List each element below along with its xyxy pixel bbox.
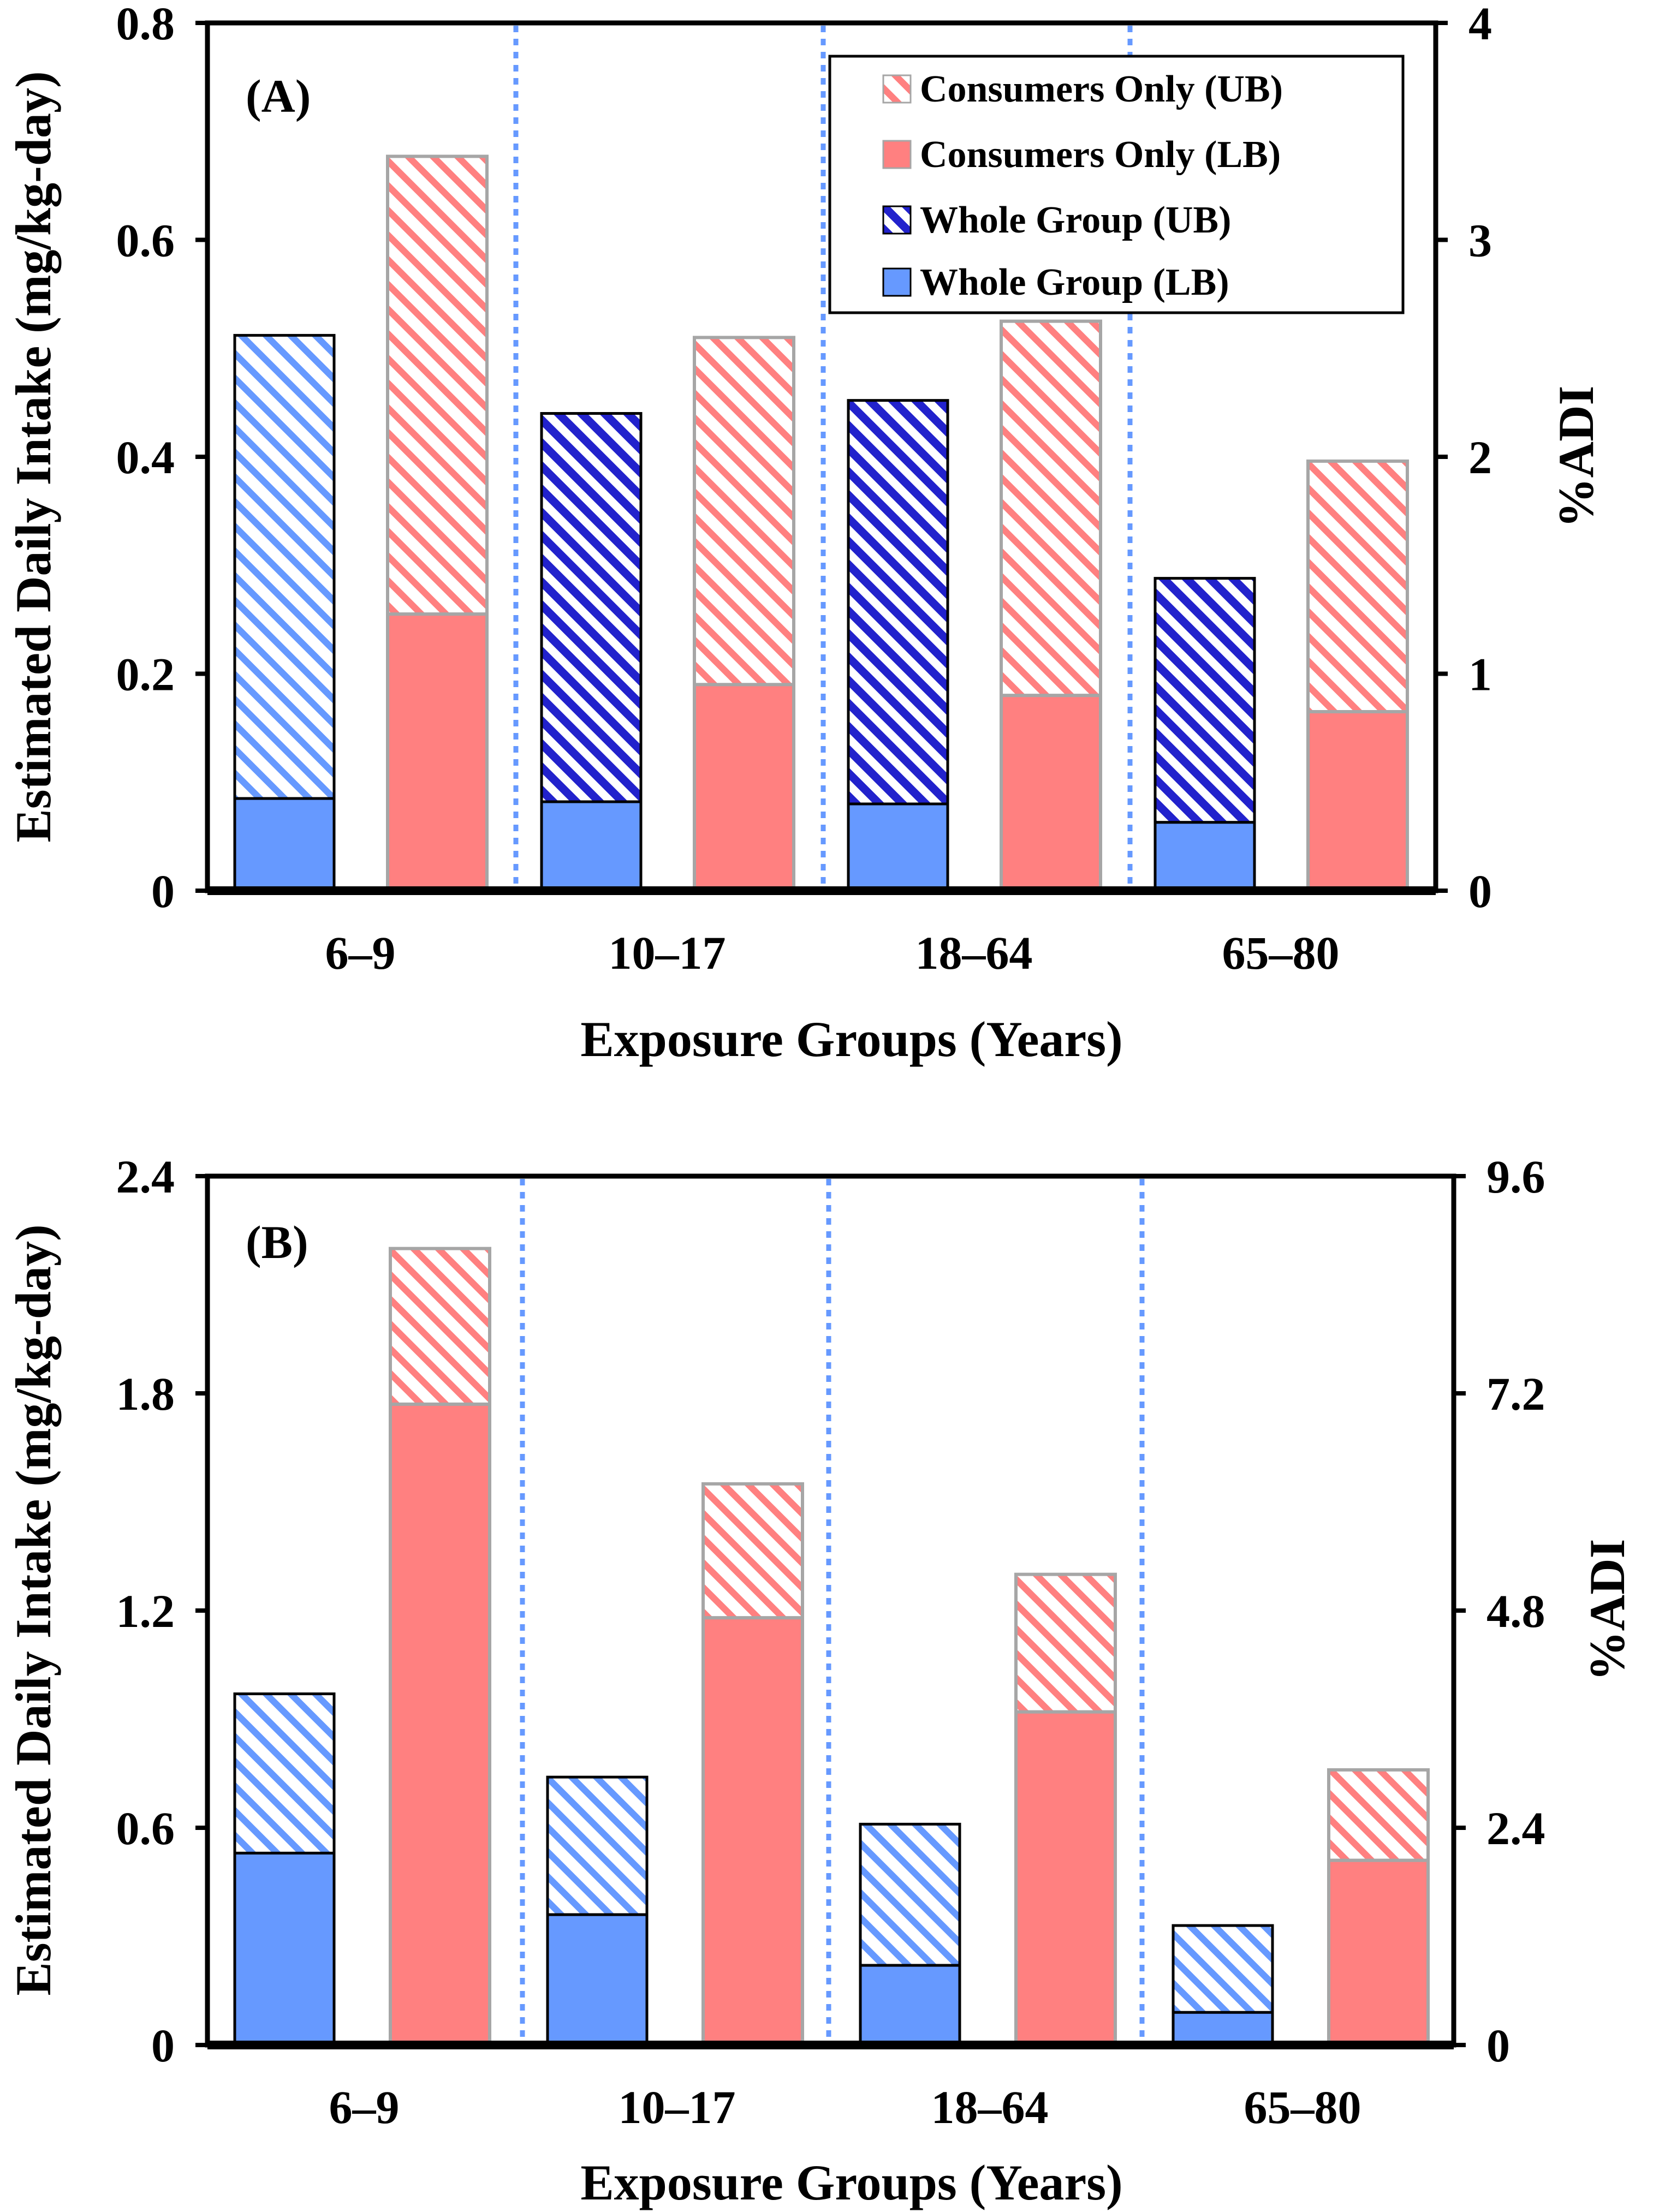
bar-consumers-only-ub [1306,459,1409,714]
y2-tick-label: 7.2 [1486,1368,1545,1420]
bar-consumers-only-ub [1014,1572,1117,1714]
y-tick-label: 1.2 [116,1585,175,1637]
y-tick-label: 0.4 [116,431,175,484]
bar-consumers-only-ub [693,336,795,687]
bar-whole-group-lb [233,1851,336,2047]
y-tick-label: 0.2 [116,648,175,701]
legend-box [828,55,1405,314]
bars [233,1247,1430,2047]
x-axis-title: Exposure Groups (Years) [580,1011,1122,1067]
legend-swatch-consumers-lb [882,140,912,169]
bar-consumers-only-lb [693,683,795,892]
y2-tick-label: 1 [1468,648,1492,701]
x-axis-title: Exposure Groups (Years) [580,2155,1122,2210]
y2-axis-title: %ADI [1548,386,1604,528]
y-tick-label: 0 [151,2019,175,2072]
bar-whole-group-ub [859,1822,961,1967]
legend-swatch-whole-ub [882,205,912,235]
legend-label-whole-lb: Whole Group (LB) [920,261,1229,303]
legend-label-whole-ub: Whole Group (UB) [920,199,1231,241]
bar-consumers-only-lb [1014,1710,1117,2047]
y2-tick-label: 3 [1468,214,1492,267]
bar-whole-group-ub [233,1692,336,1855]
bar-whole-group-lb [546,1913,649,2047]
bar-consumers-only-lb [701,1616,804,2047]
y2-ticks: 0 1 2 3 4 [1436,0,1492,917]
legend-swatch-whole-lb [882,267,912,297]
y2-ticks: 0 2.4 4.8 7.2 9.6 [1454,1150,1545,2072]
panel-a: 0 0.2 0.4 0.6 0.8 0 1 2 3 4 6–9 10–17 18–64 65–80 (… [5,0,1604,1067]
bar-whole-group-lb [1172,2011,1274,2047]
bar-whole-group-lb [847,802,949,892]
bar-whole-group-ub [1172,1924,1274,2014]
bar-whole-group-lb [540,800,643,892]
y2-tick-label: 4 [1468,0,1492,50]
bar-whole-group-ub [546,1775,649,1916]
bar-consumers-only-ub [389,1247,491,1406]
bar-consumers-only-lb [1000,694,1102,892]
y-ticks: 0 0.6 1.2 1.8 2.4 [116,1150,207,2072]
x-tick-labels: 6–9 10–17 18–64 65–80 [325,927,1340,979]
x-tick-labels: 6–9 10–17 18–64 65–80 [329,2081,1361,2133]
x-tick-label: 18–64 [915,927,1033,979]
bar-consumers-only-ub [701,1482,804,1620]
x-tick-label: 65–80 [1244,2081,1361,2133]
bar-consumers-only-ub [386,154,489,616]
bar-whole-group-lb [233,797,336,892]
y2-tick-label: 0 [1468,865,1492,917]
y2-axis-title: %ADI [1579,1539,1635,1682]
x-tick-label: 65–80 [1222,927,1340,979]
bar-whole-group-lb [1153,821,1256,892]
y-tick-label: 0.8 [116,0,175,50]
y2-tick-label: 2 [1468,431,1492,484]
bar-consumers-only-ub [1327,1768,1430,1862]
x-tick-label: 18–64 [931,2081,1049,2133]
y-axis-title: Estimated Daily Intake (mg/kg-day) [5,1224,61,1995]
y2-tick-label: 9.6 [1486,1150,1545,1203]
x-tick-label: 6–9 [329,2081,400,2133]
legend-label-consumers-ub: Consumers Only (UB) [920,68,1283,110]
legend-label-consumers-lb: Consumers Only (LB) [920,134,1281,176]
y-axis-title: Estimated Daily Intake (mg/kg-day) [5,71,61,842]
bar-consumers-only-ub [1000,319,1102,697]
bar-consumers-only-lb [389,1402,491,2047]
panel-label: (B) [246,1216,308,1268]
y2-tick-label: 4.8 [1486,1585,1545,1637]
legend-swatch-consumers-ub [882,74,912,104]
y-tick-label: 0.6 [116,214,175,267]
bars [233,154,1409,892]
bar-whole-group-ub [847,399,949,806]
y-ticks: 0 0.2 0.4 0.6 0.8 [116,0,207,917]
y-tick-label: 1.8 [116,1368,175,1420]
x-tick-label: 10–17 [609,927,726,979]
bar-consumers-only-lb [386,612,489,892]
x-tick-label: 10–17 [619,2081,736,2133]
group-dividers [520,1179,1145,2045]
y-tick-label: 0.6 [116,1802,175,1855]
y-tick-label: 2.4 [116,1150,175,1203]
y2-tick-label: 2.4 [1486,1802,1545,1855]
bar-consumers-only-lb [1306,710,1409,892]
legend: Consumers Only (UB) Consumers Only (LB) … [828,55,1405,314]
bar-whole-group-ub [1153,577,1256,824]
bar-whole-group-ub [233,333,336,800]
bar-consumers-only-lb [1327,1858,1430,2047]
panel-b: 0 0.6 1.2 1.8 2.4 0 2.4 4.8 7.2 9.6 6–9 10–17 18–6… [5,1150,1635,2210]
bar-whole-group-lb [859,1964,961,2047]
panel-label: (A) [246,70,311,122]
bar-whole-group-ub [540,412,643,803]
y-tick-label: 0 [151,865,175,917]
x-tick-label: 6–9 [325,927,396,979]
y2-tick-label: 0 [1486,2019,1510,2072]
